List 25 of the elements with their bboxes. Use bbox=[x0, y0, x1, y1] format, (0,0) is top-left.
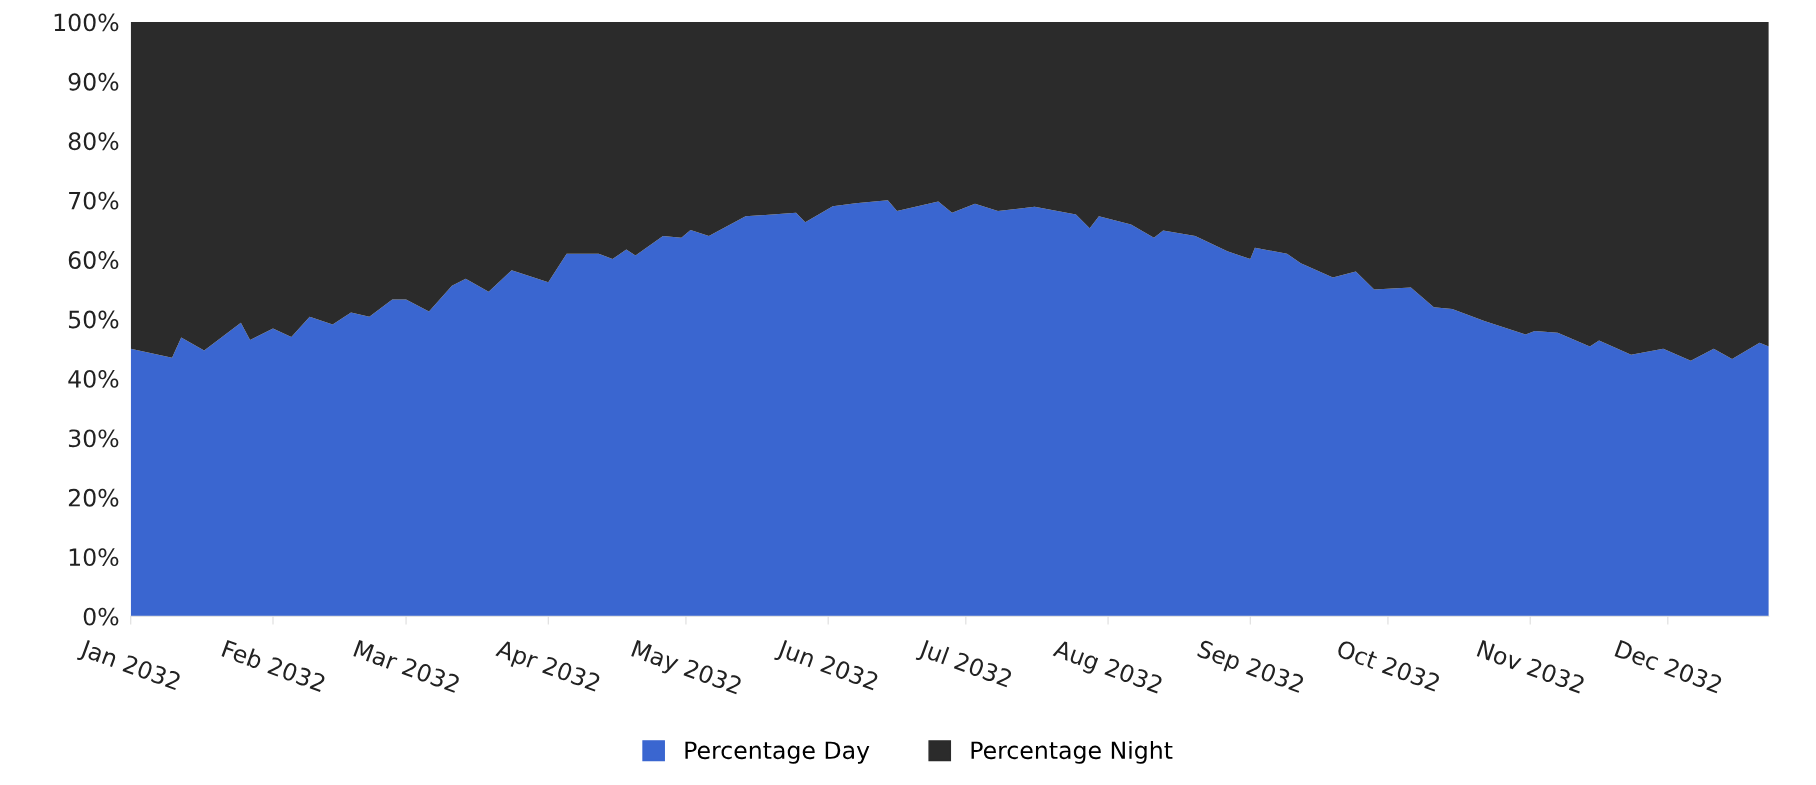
x-tick-label: May 2032 bbox=[629, 639, 743, 699]
x-tick-label: Nov 2032 bbox=[1476, 639, 1586, 694]
x-tick-label: Mar 2032 bbox=[353, 639, 461, 694]
y-tick-label: 80% bbox=[68, 132, 119, 151]
y-tick-label: 70% bbox=[69, 191, 119, 210]
x-tick-label: Feb 2032 bbox=[221, 639, 327, 693]
y-tick-label: 20% bbox=[68, 488, 119, 507]
y-tick-label: 30% bbox=[68, 429, 119, 448]
x-tick-label: Dec 2032 bbox=[1614, 639, 1723, 694]
x-tick-label: Aug 2032 bbox=[1050, 638, 1164, 698]
x-tick-label: Jan 2032 bbox=[76, 638, 182, 695]
y-tick-label: 60% bbox=[68, 251, 119, 269]
y-tick-label: 50% bbox=[68, 310, 119, 329]
x-tick-label: Jul 2032 bbox=[915, 638, 1013, 692]
legend-label: Percentage Night bbox=[971, 740, 1173, 764]
y-tick-label: 40% bbox=[68, 369, 119, 388]
x-tick-label: Oct 2032 bbox=[1335, 639, 1441, 692]
x-tick-label: Jun 2032 bbox=[774, 638, 879, 695]
legend-label: Percentage Day bbox=[685, 741, 870, 764]
y-tick-label: 90% bbox=[68, 72, 119, 91]
y-tick-label: 0% bbox=[83, 607, 119, 626]
x-tick-label: Sep 2032 bbox=[1195, 639, 1305, 698]
y-tick-label: 10% bbox=[69, 548, 119, 567]
y-tick-label: 100% bbox=[54, 13, 119, 32]
x-tick-label: Apr 2032 bbox=[493, 638, 601, 697]
